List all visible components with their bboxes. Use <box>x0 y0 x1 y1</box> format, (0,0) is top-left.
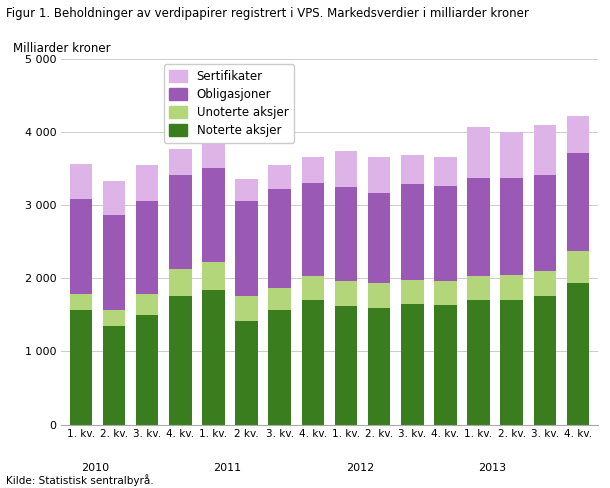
Bar <box>567 283 589 425</box>
Text: 2012: 2012 <box>346 464 374 473</box>
Bar <box>235 296 258 321</box>
Bar <box>434 305 457 425</box>
Bar <box>301 157 324 183</box>
Bar <box>102 326 125 425</box>
Bar <box>534 175 556 271</box>
Bar <box>102 309 125 326</box>
Bar <box>368 308 390 425</box>
Bar <box>136 294 159 315</box>
Bar <box>368 193 390 283</box>
Bar <box>434 157 457 186</box>
Bar <box>467 127 490 178</box>
Bar <box>268 310 291 425</box>
Bar <box>567 116 589 153</box>
Bar <box>401 280 423 304</box>
Bar <box>235 321 258 425</box>
Bar <box>534 271 556 296</box>
Bar <box>301 183 324 276</box>
Bar <box>136 164 159 201</box>
Bar <box>335 151 357 187</box>
Bar <box>70 199 92 293</box>
Bar <box>401 304 423 425</box>
Bar <box>136 201 159 294</box>
Bar <box>235 179 258 201</box>
Bar <box>202 290 224 425</box>
Bar <box>268 189 291 288</box>
Bar <box>500 132 523 178</box>
Bar <box>534 296 556 425</box>
Text: Kilde: Statistisk sentralbyrå.: Kilde: Statistisk sentralbyrå. <box>6 474 154 486</box>
Bar <box>467 178 490 276</box>
Bar <box>335 281 357 306</box>
Bar <box>567 153 589 251</box>
Bar <box>202 262 224 290</box>
Bar <box>434 281 457 305</box>
Bar <box>467 276 490 300</box>
Bar <box>268 164 291 189</box>
Bar <box>102 215 125 309</box>
Text: Milliarder kroner: Milliarder kroner <box>13 42 110 55</box>
Bar <box>301 300 324 425</box>
Bar <box>301 276 324 300</box>
Bar <box>70 293 92 310</box>
Bar <box>102 181 125 215</box>
Text: 2011: 2011 <box>214 464 242 473</box>
Bar <box>401 155 423 183</box>
Bar <box>500 275 523 300</box>
Bar <box>335 187 357 281</box>
Bar <box>169 268 192 296</box>
Bar <box>169 148 192 175</box>
Bar <box>368 283 390 308</box>
Bar <box>335 306 357 425</box>
Text: 2013: 2013 <box>478 464 507 473</box>
Bar <box>169 175 192 268</box>
Text: 2010: 2010 <box>81 464 109 473</box>
Bar <box>434 186 457 281</box>
Bar <box>169 296 192 425</box>
Bar <box>500 178 523 275</box>
Legend: Sertifikater, Obligasjoner, Unoterte aksjer, Noterte aksjer: Sertifikater, Obligasjoner, Unoterte aks… <box>163 64 294 142</box>
Bar <box>70 164 92 199</box>
Bar <box>268 288 291 310</box>
Bar <box>401 183 423 280</box>
Bar <box>368 157 390 193</box>
Bar <box>202 141 224 167</box>
Bar <box>136 315 159 425</box>
Bar <box>467 300 490 425</box>
Bar <box>235 201 258 296</box>
Bar <box>534 125 556 175</box>
Text: Figur 1. Beholdninger av verdipapirer registrert i VPS. Markedsverdier i milliar: Figur 1. Beholdninger av verdipapirer re… <box>6 7 529 20</box>
Bar <box>567 251 589 283</box>
Bar <box>202 168 224 262</box>
Bar <box>70 310 92 425</box>
Bar <box>500 300 523 425</box>
